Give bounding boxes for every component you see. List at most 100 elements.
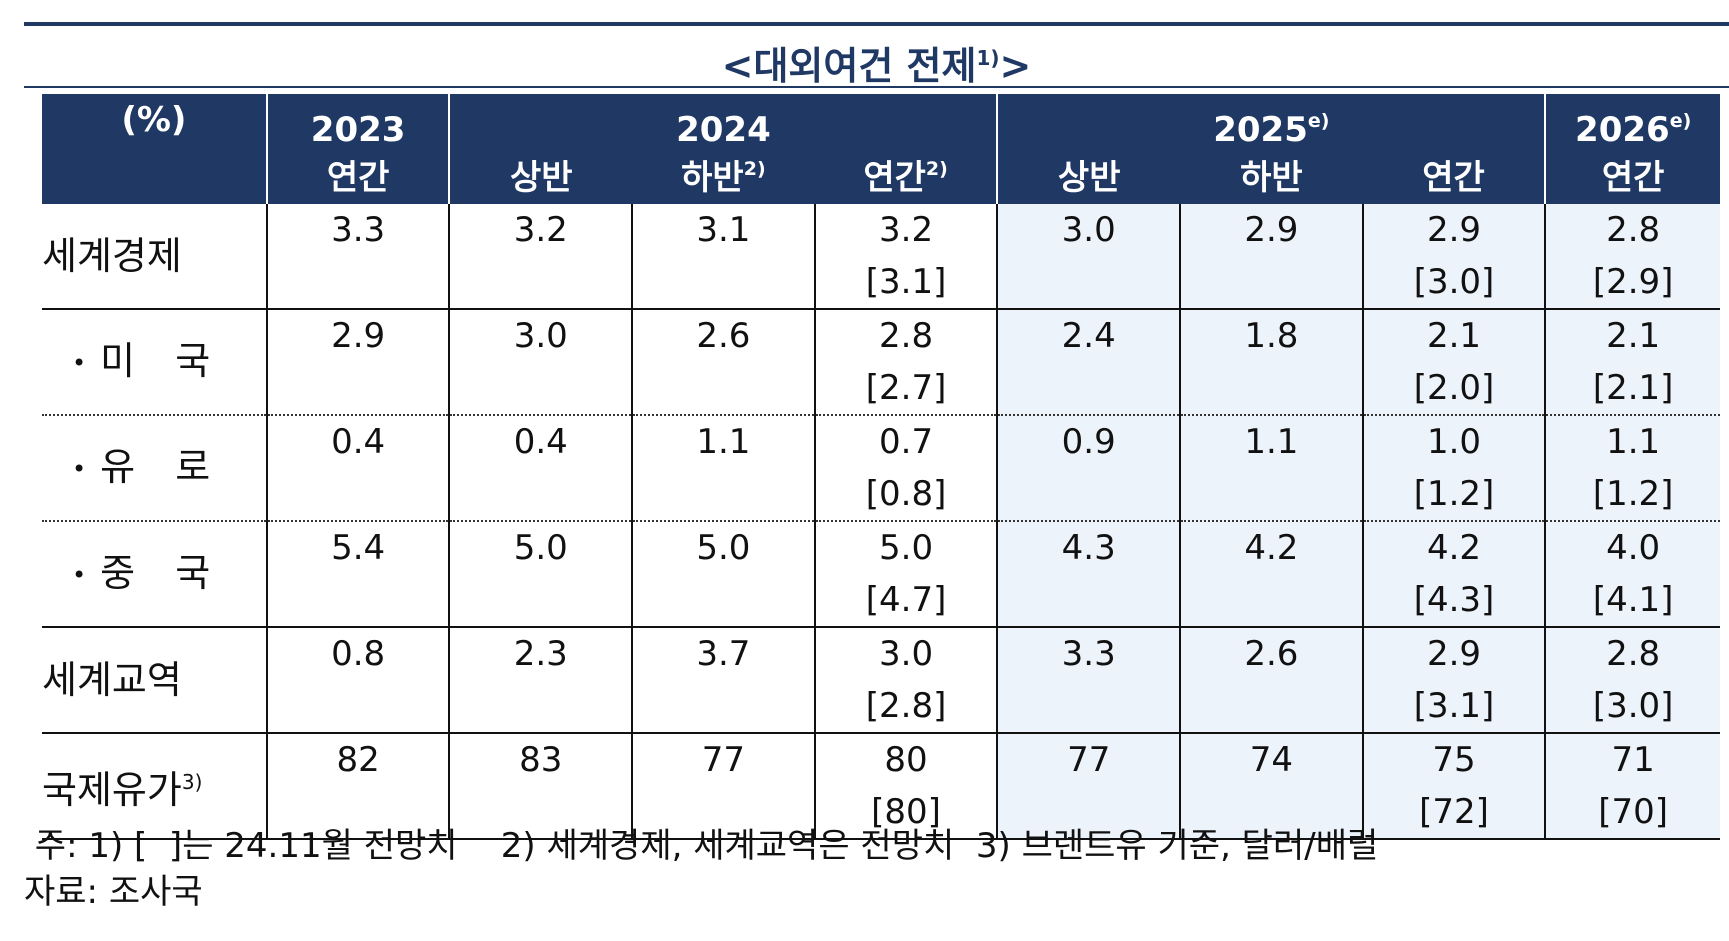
table-row: • 중 국 5.4 5.0 5.0 5.0 [4.7] 4.3 4.2 4.2 [4.3] 4.0 [4… [42, 521, 1720, 628]
value: 2.6 [696, 316, 751, 356]
value: 2.9 [1426, 634, 1482, 674]
value: 0.9 [1061, 422, 1116, 462]
previous-forecast: [2.8] [865, 686, 947, 726]
value: 4.3 [1061, 528, 1116, 568]
table-row: 국제유가3) 82 83 77 80 [80] 77 74 75 [72] 71 [70] [42, 733, 1720, 840]
value: 4.2 [1244, 528, 1299, 568]
value-cell: 0.4 [266, 415, 451, 522]
value-cell: 2.8 [3.0] [1545, 627, 1720, 734]
value: 3.7 [696, 634, 751, 674]
value: 0.4 [513, 422, 568, 462]
row-label: 국제유가3) [42, 733, 268, 840]
table-row: 세계경제 3.3 3.2 3.1 3.2 [3.1] 3.0 2.9 2.9 [3.0] 2.8 [2… [42, 204, 1720, 310]
value-cell: 2.1 [2.0] [1362, 309, 1547, 416]
value: 2.8 [1606, 634, 1661, 674]
year-2026-header: 2026e) [1545, 94, 1720, 150]
row-label: • 미 국 [42, 309, 268, 416]
value: 82 [336, 740, 380, 780]
value-cell: 0.9 [997, 415, 1182, 522]
previous-forecast: [3.0] [1413, 262, 1495, 302]
value-cell: 3.3 [997, 627, 1182, 734]
bullet-icon: • [72, 349, 87, 378]
value-cell: 5.4 [266, 521, 451, 628]
value: 3.0 [513, 316, 568, 356]
previous-forecast: [1.2] [1413, 474, 1495, 514]
title-rule [24, 86, 1729, 88]
year-2023-header: 2023 [266, 94, 451, 150]
value: 2.4 [1061, 316, 1116, 356]
value: 3.1 [696, 210, 751, 250]
value-cell: 0.4 [449, 415, 634, 522]
value-cell: 4.2 [1180, 521, 1364, 628]
value-cell: 71 [70] [1545, 733, 1720, 840]
col-2026-annual: 연간 [1545, 150, 1720, 204]
value-cell: 2.8 [2.7] [814, 309, 999, 416]
table-row: • 유 로 0.4 0.4 1.1 0.7 [0.8] 0.9 1.1 1.0 [1.2] 1.1 [1… [42, 415, 1720, 522]
previous-forecast: [3.0] [1592, 686, 1674, 726]
col-2025-annual: 연간 [1362, 150, 1547, 204]
value: 0.4 [331, 422, 386, 462]
value: 2.3 [513, 634, 568, 674]
value-cell: 3.0 [997, 204, 1182, 310]
value: 2.1 [1606, 316, 1661, 356]
previous-forecast: [0.8] [865, 474, 947, 514]
value: 1.1 [1606, 422, 1661, 462]
bullet-icon: • [72, 561, 87, 590]
top-rule [24, 22, 1729, 26]
value-cell: 3.0 [449, 309, 634, 416]
value-cell: 0.8 [266, 627, 451, 734]
value: 2.8 [1606, 210, 1661, 250]
value-cell: 80 [80] [814, 733, 999, 840]
value-cell: 2.6 [1180, 627, 1364, 734]
forecast-table: (%) 2023 2024 2025e) 2026e) 연간 상반 하반2) 연… [42, 94, 1720, 840]
previous-forecast: [2.9] [1592, 262, 1674, 302]
value-cell: 75 [72] [1362, 733, 1547, 840]
value: 2.9 [1426, 210, 1482, 250]
value-cell: 2.8 [2.9] [1545, 204, 1720, 310]
previous-forecast: [4.3] [1413, 580, 1495, 620]
col-2023-annual: 연간 [266, 150, 451, 204]
value: 75 [1432, 740, 1476, 780]
value-cell: 3.2 [449, 204, 634, 310]
value-cell: 77 [997, 733, 1182, 840]
previous-forecast: [4.7] [865, 580, 947, 620]
previous-forecast: [80] [871, 792, 941, 832]
value: 83 [519, 740, 563, 780]
col-2025-h2: 하반 [1180, 150, 1363, 204]
value-cell: 0.7 [0.8] [814, 415, 999, 522]
value: 77 [701, 740, 746, 780]
col-2024-annual: 연간2) [814, 150, 999, 204]
value-cell: 2.9 [1180, 204, 1364, 310]
value-cell: 5.0 [632, 521, 816, 628]
source-note: 자료: 조사국 [24, 872, 203, 912]
value: 74 [1249, 740, 1293, 780]
value-cell: 4.2 [4.3] [1362, 521, 1547, 628]
row-label: 세계교역 [42, 627, 268, 734]
value-cell: 4.3 [997, 521, 1182, 628]
value: 80 [884, 740, 928, 780]
value-cell: 5.0 [4.7] [814, 521, 999, 628]
value-cell: 5.0 [449, 521, 634, 628]
value-cell: 1.1 [1.2] [1545, 415, 1720, 522]
table-title: <대외여건 전제1)> [721, 44, 1032, 88]
value: 3.3 [1061, 634, 1116, 674]
value: 2.6 [1244, 634, 1299, 674]
value: 1.1 [1244, 422, 1299, 462]
value: 5.0 [513, 528, 568, 568]
value: 5.4 [331, 528, 386, 568]
value-cell: 1.1 [1180, 415, 1364, 522]
row-label: • 중 국 [42, 521, 268, 628]
value: 3.2 [513, 210, 568, 250]
value: 2.9 [1244, 210, 1299, 250]
table-row: 세계교역 0.8 2.3 3.7 3.0 [2.8] 3.3 2.6 2.9 [3.1] 2.8 [3… [42, 627, 1720, 734]
value-cell: 3.0 [2.8] [814, 627, 999, 734]
value: 71 [1611, 740, 1655, 780]
value: 1.8 [1244, 316, 1299, 356]
previous-forecast: [2.1] [1592, 368, 1674, 408]
value-cell: 74 [1180, 733, 1364, 840]
value: 2.8 [879, 316, 934, 356]
bullet-icon: • [72, 455, 87, 484]
previous-forecast: [4.1] [1592, 580, 1674, 620]
col-2024-h2: 하반2) [632, 150, 815, 204]
value: 77 [1067, 740, 1111, 780]
